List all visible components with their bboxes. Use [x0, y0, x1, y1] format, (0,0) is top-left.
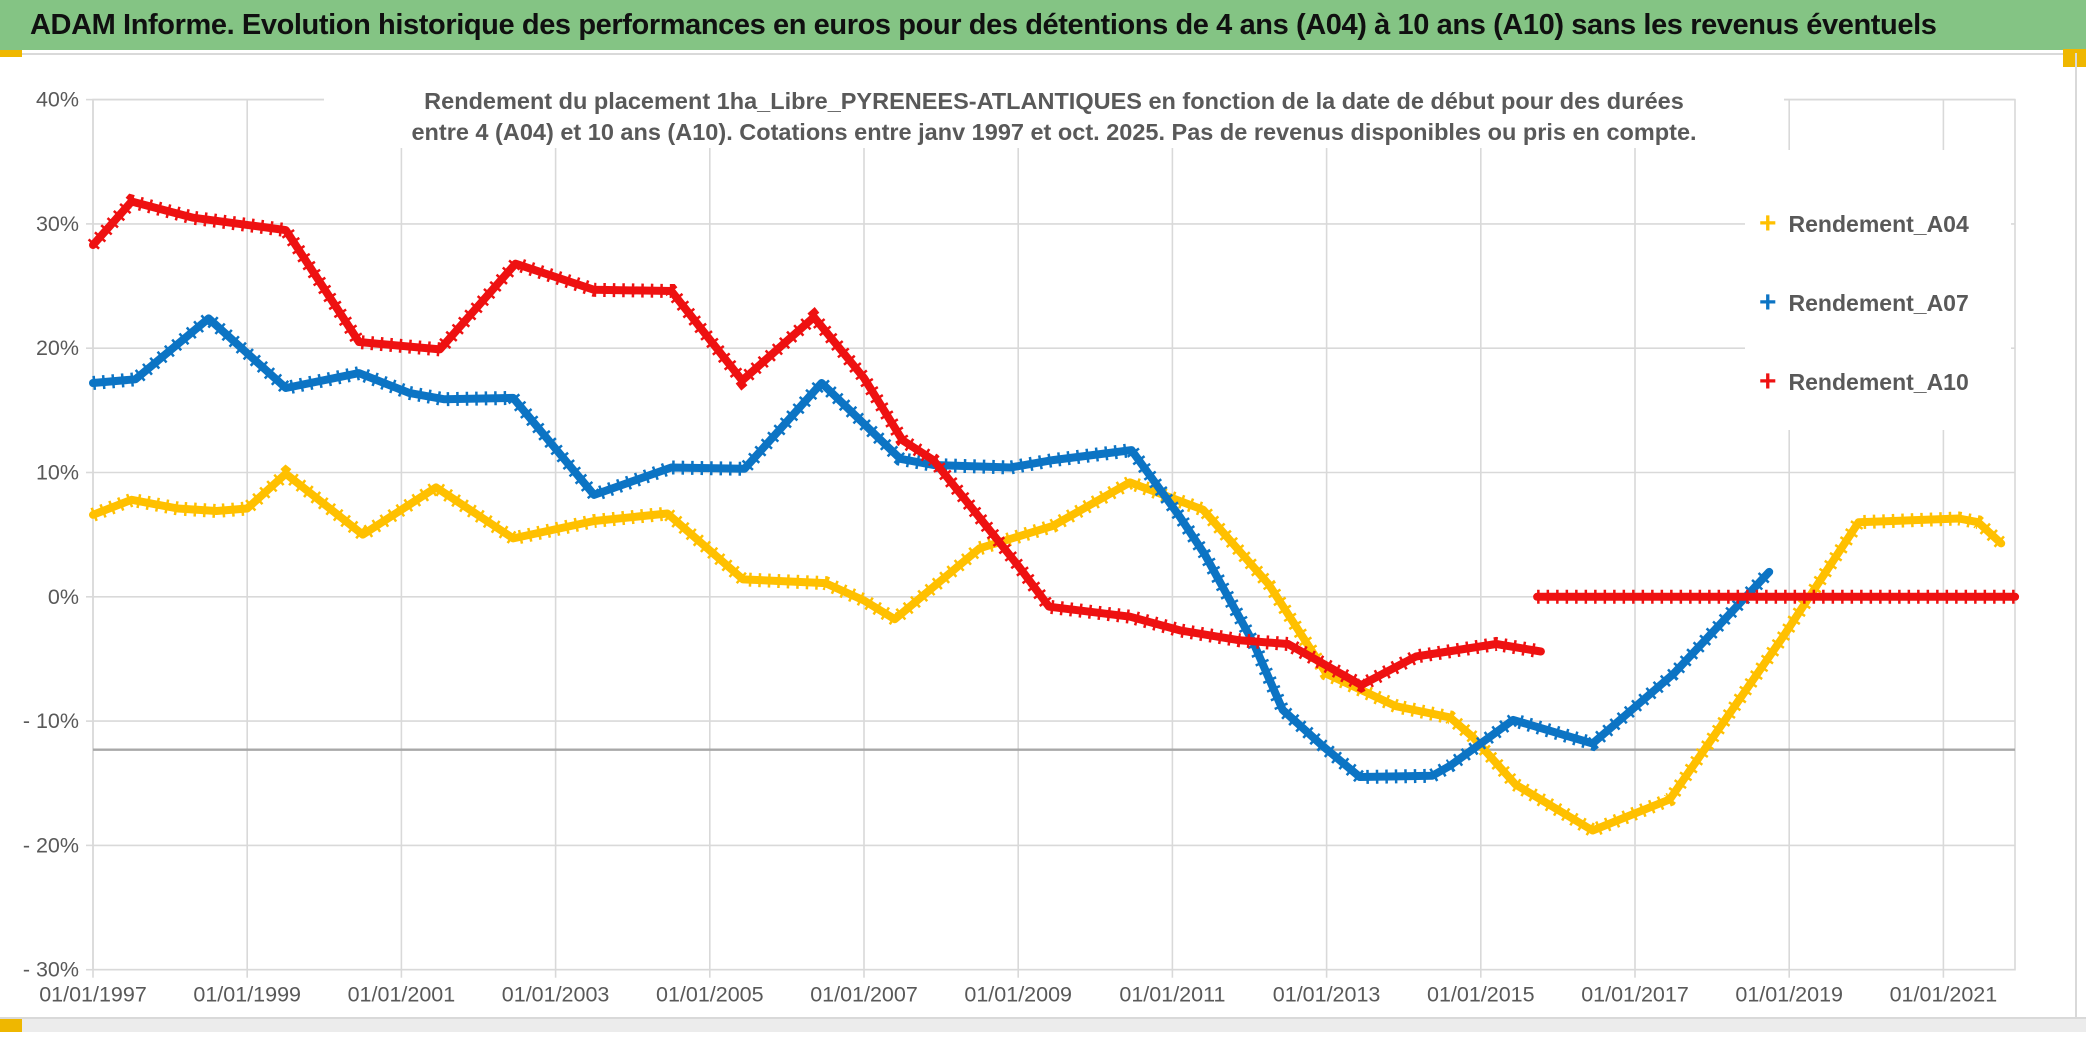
worksheet-bottom-strip [0, 1019, 2086, 1032]
series-line-rendement_a04 [89, 469, 2006, 835]
y-axis-label: - 10% [23, 709, 79, 733]
x-axis-label: 01/01/2013 [1273, 983, 1381, 1007]
y-axis-label: 40% [36, 88, 79, 112]
series-line-rendement_a10 [89, 197, 1545, 690]
chart-top-border [0, 53, 2063, 55]
plus-marker-icon: + [1759, 207, 1777, 240]
y-axis-label: 20% [36, 336, 79, 360]
y-axis-label: - 30% [23, 958, 79, 982]
legend-label: Rendement_A07 [1788, 289, 1969, 316]
x-axis-label: 01/01/2015 [1427, 983, 1535, 1007]
chart-object-bottom-border [0, 1017, 2086, 1019]
chart-subtitle-line1: Rendement du placement 1ha_Libre_PYRENEE… [424, 88, 1684, 114]
gold-accent-bottom-left [0, 1019, 22, 1032]
plus-marker-icon: + [1759, 286, 1777, 319]
series-line-rendement_a07 [89, 314, 1774, 781]
series-marker-texture-rendement_a07 [92, 309, 1775, 785]
plot-border [92, 98, 2016, 971]
gold-accent-top-left [0, 50, 22, 57]
report-title: ADAM Informe. Evolution historique des p… [30, 8, 1937, 41]
y-axis-label: 10% [36, 461, 79, 485]
x-axis-label: 01/01/2021 [1890, 983, 1998, 1007]
chart-subtitle-line2: entre 4 (A04) et 10 ans (A10). Cotations… [411, 119, 1697, 145]
x-axis-label: 01/01/2001 [348, 983, 456, 1007]
chart-subtitle: Rendement du placement 1ha_Libre_PYRENEE… [324, 86, 1784, 148]
chart-object-right-border [2075, 53, 2077, 1017]
x-axis-label: 01/01/2003 [502, 983, 610, 1007]
legend-item-rendement-a10[interactable]: + Rendement_A10 [1745, 365, 2011, 399]
y-axis-label: - 20% [23, 833, 79, 857]
legend-label: Rendement_A04 [1788, 210, 1969, 237]
legend-label: Rendement_A10 [1788, 368, 1969, 395]
chart-legend: + Rendement_A04 + Rendement_A07 + Rendem… [1745, 150, 2011, 430]
x-axis-label: 01/01/1997 [39, 983, 147, 1007]
x-axis-label: 01/01/2009 [964, 983, 1072, 1007]
x-axis-label: 01/01/2011 [1119, 983, 1225, 1007]
x-axis-label: 01/01/2007 [810, 983, 918, 1007]
x-axis-label: 01/01/1999 [193, 983, 301, 1007]
x-axis-label: 01/01/2017 [1581, 983, 1689, 1007]
gold-accent-top-right [2063, 49, 2086, 67]
legend-item-rendement-a07[interactable]: + Rendement_A07 [1745, 286, 2011, 320]
x-axis-label: 01/01/2019 [1735, 983, 1843, 1007]
plus-marker-icon: + [1759, 365, 1777, 398]
x-axis-label: 01/01/2005 [656, 983, 764, 1007]
legend-item-rendement-a04[interactable]: + Rendement_A04 [1745, 207, 2011, 241]
report-title-bar: ADAM Informe. Evolution historique des p… [0, 0, 2086, 50]
y-axis-label: 0% [48, 585, 79, 609]
y-axis-label: 30% [36, 212, 79, 236]
